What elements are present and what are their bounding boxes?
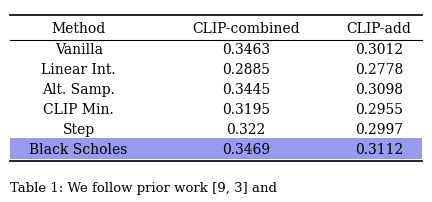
Text: Linear Int.: Linear Int. xyxy=(41,63,116,77)
Text: 0.2955: 0.2955 xyxy=(355,103,403,117)
Text: 0.3195: 0.3195 xyxy=(222,103,270,117)
Text: 0.3112: 0.3112 xyxy=(355,143,403,157)
Text: 0.322: 0.322 xyxy=(226,123,266,137)
Text: Table 1: We follow prior work [9, 3] and: Table 1: We follow prior work [9, 3] and xyxy=(10,182,277,195)
Text: CLIP-combined: CLIP-combined xyxy=(192,22,300,36)
FancyBboxPatch shape xyxy=(10,138,422,159)
Text: 0.3098: 0.3098 xyxy=(355,83,403,97)
Text: 0.3445: 0.3445 xyxy=(222,83,270,97)
Text: Black Scholes: Black Scholes xyxy=(29,143,128,157)
Text: 0.2885: 0.2885 xyxy=(222,63,270,77)
Text: Step: Step xyxy=(63,123,95,137)
Text: Alt. Samp.: Alt. Samp. xyxy=(42,83,115,97)
Text: CLIP-add: CLIP-add xyxy=(346,22,412,36)
Text: Method: Method xyxy=(51,22,106,36)
Text: 0.2778: 0.2778 xyxy=(355,63,403,77)
Text: Vanilla: Vanilla xyxy=(55,43,103,57)
Text: CLIP Min.: CLIP Min. xyxy=(43,103,114,117)
Text: 0.2997: 0.2997 xyxy=(355,123,403,137)
Text: 0.3012: 0.3012 xyxy=(355,43,403,57)
Text: 0.3469: 0.3469 xyxy=(222,143,270,157)
Text: 0.3463: 0.3463 xyxy=(222,43,270,57)
